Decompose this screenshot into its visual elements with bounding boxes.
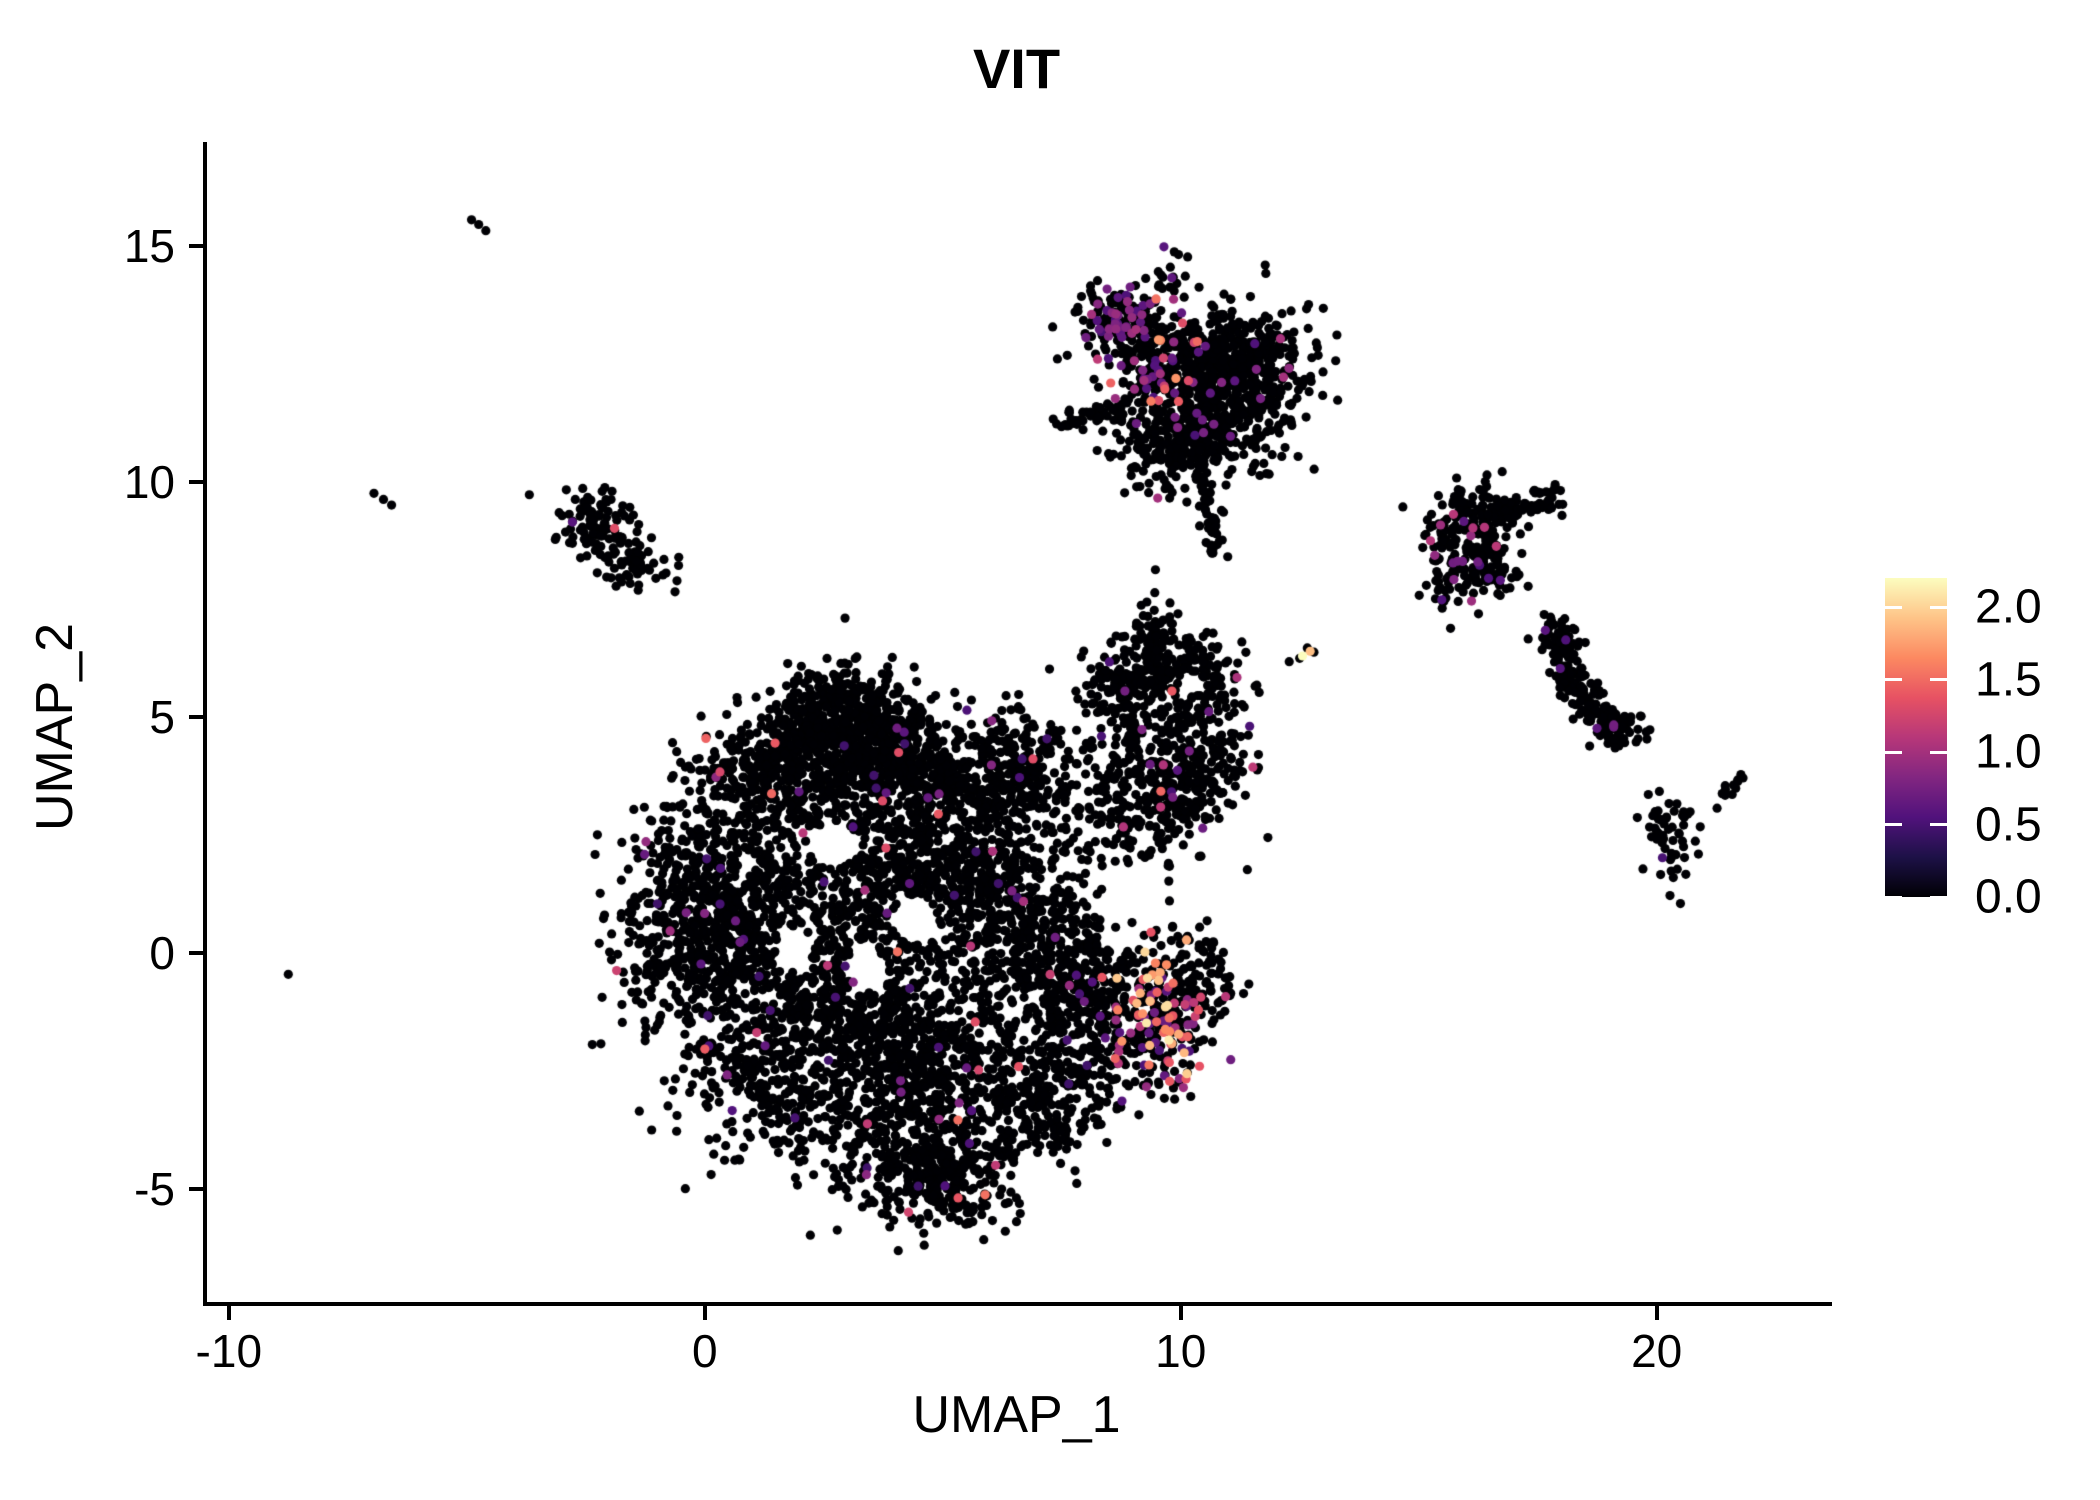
y-tick-mark xyxy=(189,1186,203,1191)
y-tick-mark xyxy=(189,243,203,248)
x-tick-mark xyxy=(1178,1306,1183,1320)
y-tick-mark xyxy=(189,951,203,956)
colorbar-tick-mark xyxy=(1930,678,1947,681)
colorbar-tick-mark xyxy=(1885,895,1902,899)
x-tick-label: 20 xyxy=(1631,1325,1683,1377)
x-tick-label: -10 xyxy=(195,1325,263,1377)
colorbar-tick-mark xyxy=(1930,605,1947,609)
y-tick-mark xyxy=(189,715,203,720)
colorbar-tick-mark xyxy=(1930,895,1947,899)
x-axis-line xyxy=(203,1302,1832,1306)
x-tick-mark xyxy=(702,1306,707,1320)
y-tick-label: 15 xyxy=(123,219,175,272)
colorbar-gradient xyxy=(1885,578,1947,897)
x-tick-mark xyxy=(226,1306,231,1320)
y-tick-label: -5 xyxy=(134,1162,175,1215)
y-tick-mark xyxy=(189,479,203,484)
x-tick-label: 10 xyxy=(1155,1325,1207,1377)
colorbar-tick-mark xyxy=(1885,605,1902,609)
colorbar-tick-mark xyxy=(1930,823,1947,826)
y-tick-label: 5 xyxy=(149,691,175,744)
x-tick-label: 0 xyxy=(691,1325,718,1377)
colorbar-tick-mark xyxy=(1885,823,1902,826)
y-tick-label: 10 xyxy=(123,455,175,508)
colorbar-tick-label: 0.5 xyxy=(1975,798,2042,851)
colorbar-tick-label: 1.0 xyxy=(1975,725,2042,779)
y-axis-line xyxy=(203,142,207,1306)
colorbar-tick-label: 2.0 xyxy=(1975,580,2042,634)
colorbar-tick-mark xyxy=(1930,750,1947,754)
colorbar-tick-label: 1.5 xyxy=(1975,653,2042,706)
colorbar-tick-label: 0.0 xyxy=(1975,870,2042,924)
y-axis-label: UMAP_2 xyxy=(26,622,84,832)
colorbar-tick-mark xyxy=(1885,750,1902,754)
y-tick-label: 0 xyxy=(149,927,175,980)
x-axis-label: UMAP_1 xyxy=(912,1386,1121,1444)
x-tick-mark xyxy=(1654,1306,1659,1320)
colorbar-tick-mark xyxy=(1885,678,1902,681)
